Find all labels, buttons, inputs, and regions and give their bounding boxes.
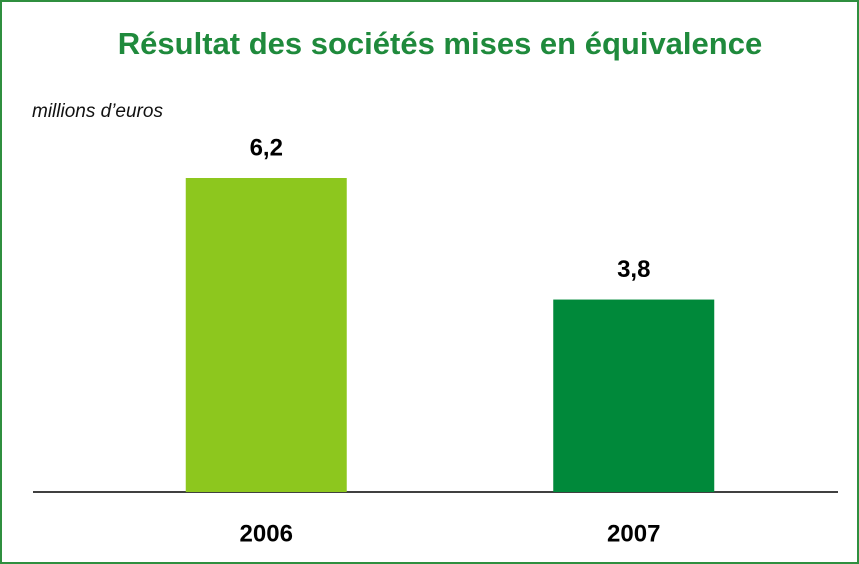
- bar: [185, 178, 347, 492]
- unit-label: millions d’euros: [32, 101, 163, 122]
- bar: [553, 299, 715, 492]
- value-label: 3,8: [617, 256, 650, 283]
- chart-title: Résultat des sociétés mises en équivalen…: [118, 26, 762, 61]
- x-tick-label: 2007: [607, 520, 660, 547]
- value-label: 6,2: [250, 134, 283, 161]
- x-tick-label: 2006: [240, 520, 293, 547]
